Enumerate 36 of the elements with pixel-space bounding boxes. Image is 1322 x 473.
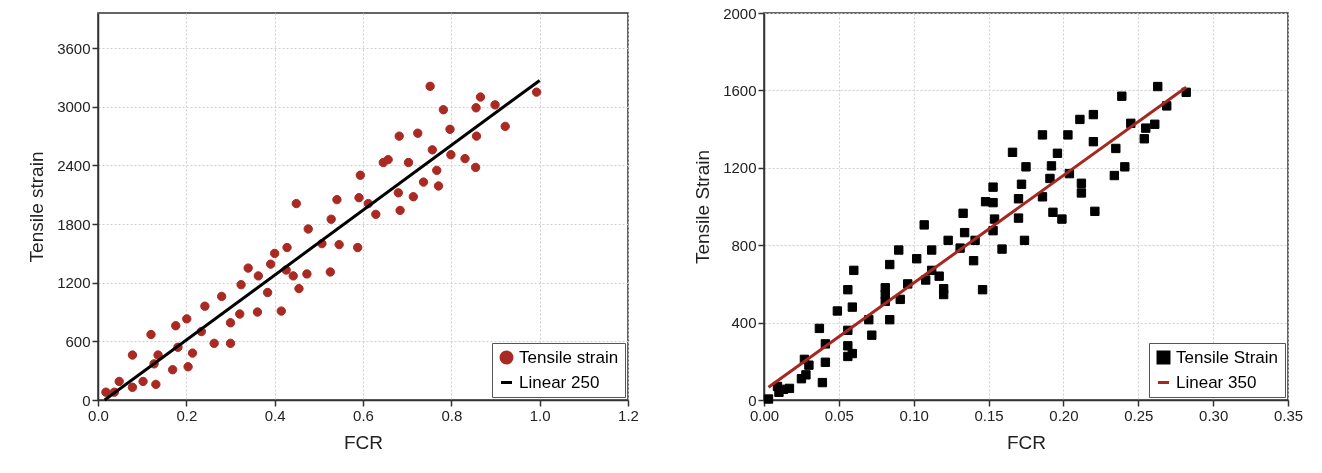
x-tick-label: 0.8: [441, 406, 463, 424]
y-tick-label: 3000: [57, 98, 91, 116]
x-tick-label: 0.15: [974, 406, 1004, 424]
x-tick-label: 0.25: [1124, 406, 1154, 424]
y-tick-label: 1200: [57, 274, 91, 292]
y-axis-title: Tensile strain: [26, 151, 48, 263]
y-tick-label: 400: [731, 314, 757, 332]
legend-label: Linear 250: [519, 372, 600, 392]
x-tick-label: 0.2: [176, 406, 198, 424]
x-tick-label: 0.4: [264, 406, 286, 424]
x-tick-label: 0.00: [749, 406, 780, 424]
y-axis-title: Tensile Strain: [692, 149, 714, 265]
x-axis-title: FCR: [343, 431, 384, 453]
y-tick-label: 1200: [723, 159, 757, 177]
x-axis-title: FCR: [1006, 431, 1047, 453]
x-tick-label: 0.05: [824, 406, 854, 424]
x-tick-label: 1.0: [529, 406, 551, 424]
x-tick-label: 0.30: [1199, 406, 1229, 424]
x-tick-label: 0.35: [1273, 406, 1304, 424]
legend-label: Linear 350: [1176, 372, 1257, 392]
y-tick-label: 3600: [57, 39, 91, 57]
y-tick-label: 1600: [723, 81, 757, 99]
legend-label: Tensile strain: [519, 347, 619, 367]
y-tick-label: 2000: [723, 4, 757, 22]
x-tick-label: 0.20: [1049, 406, 1079, 424]
x-tick-label: 0.0: [88, 406, 109, 424]
y-tick-label: 800: [731, 236, 757, 254]
legend-label: Tensile Strain: [1176, 347, 1279, 367]
x-tick-label: 0.6: [353, 406, 374, 424]
y-tick-label: 0: [82, 391, 91, 409]
x-tick-label: 0.10: [899, 406, 929, 424]
y-tick-label: 2400: [57, 156, 91, 174]
x-tick-label: 1.2: [618, 406, 639, 424]
y-tick-label: 1800: [57, 215, 91, 233]
y-tick-label: 600: [65, 332, 91, 350]
y-tick-label: 0: [748, 391, 757, 409]
